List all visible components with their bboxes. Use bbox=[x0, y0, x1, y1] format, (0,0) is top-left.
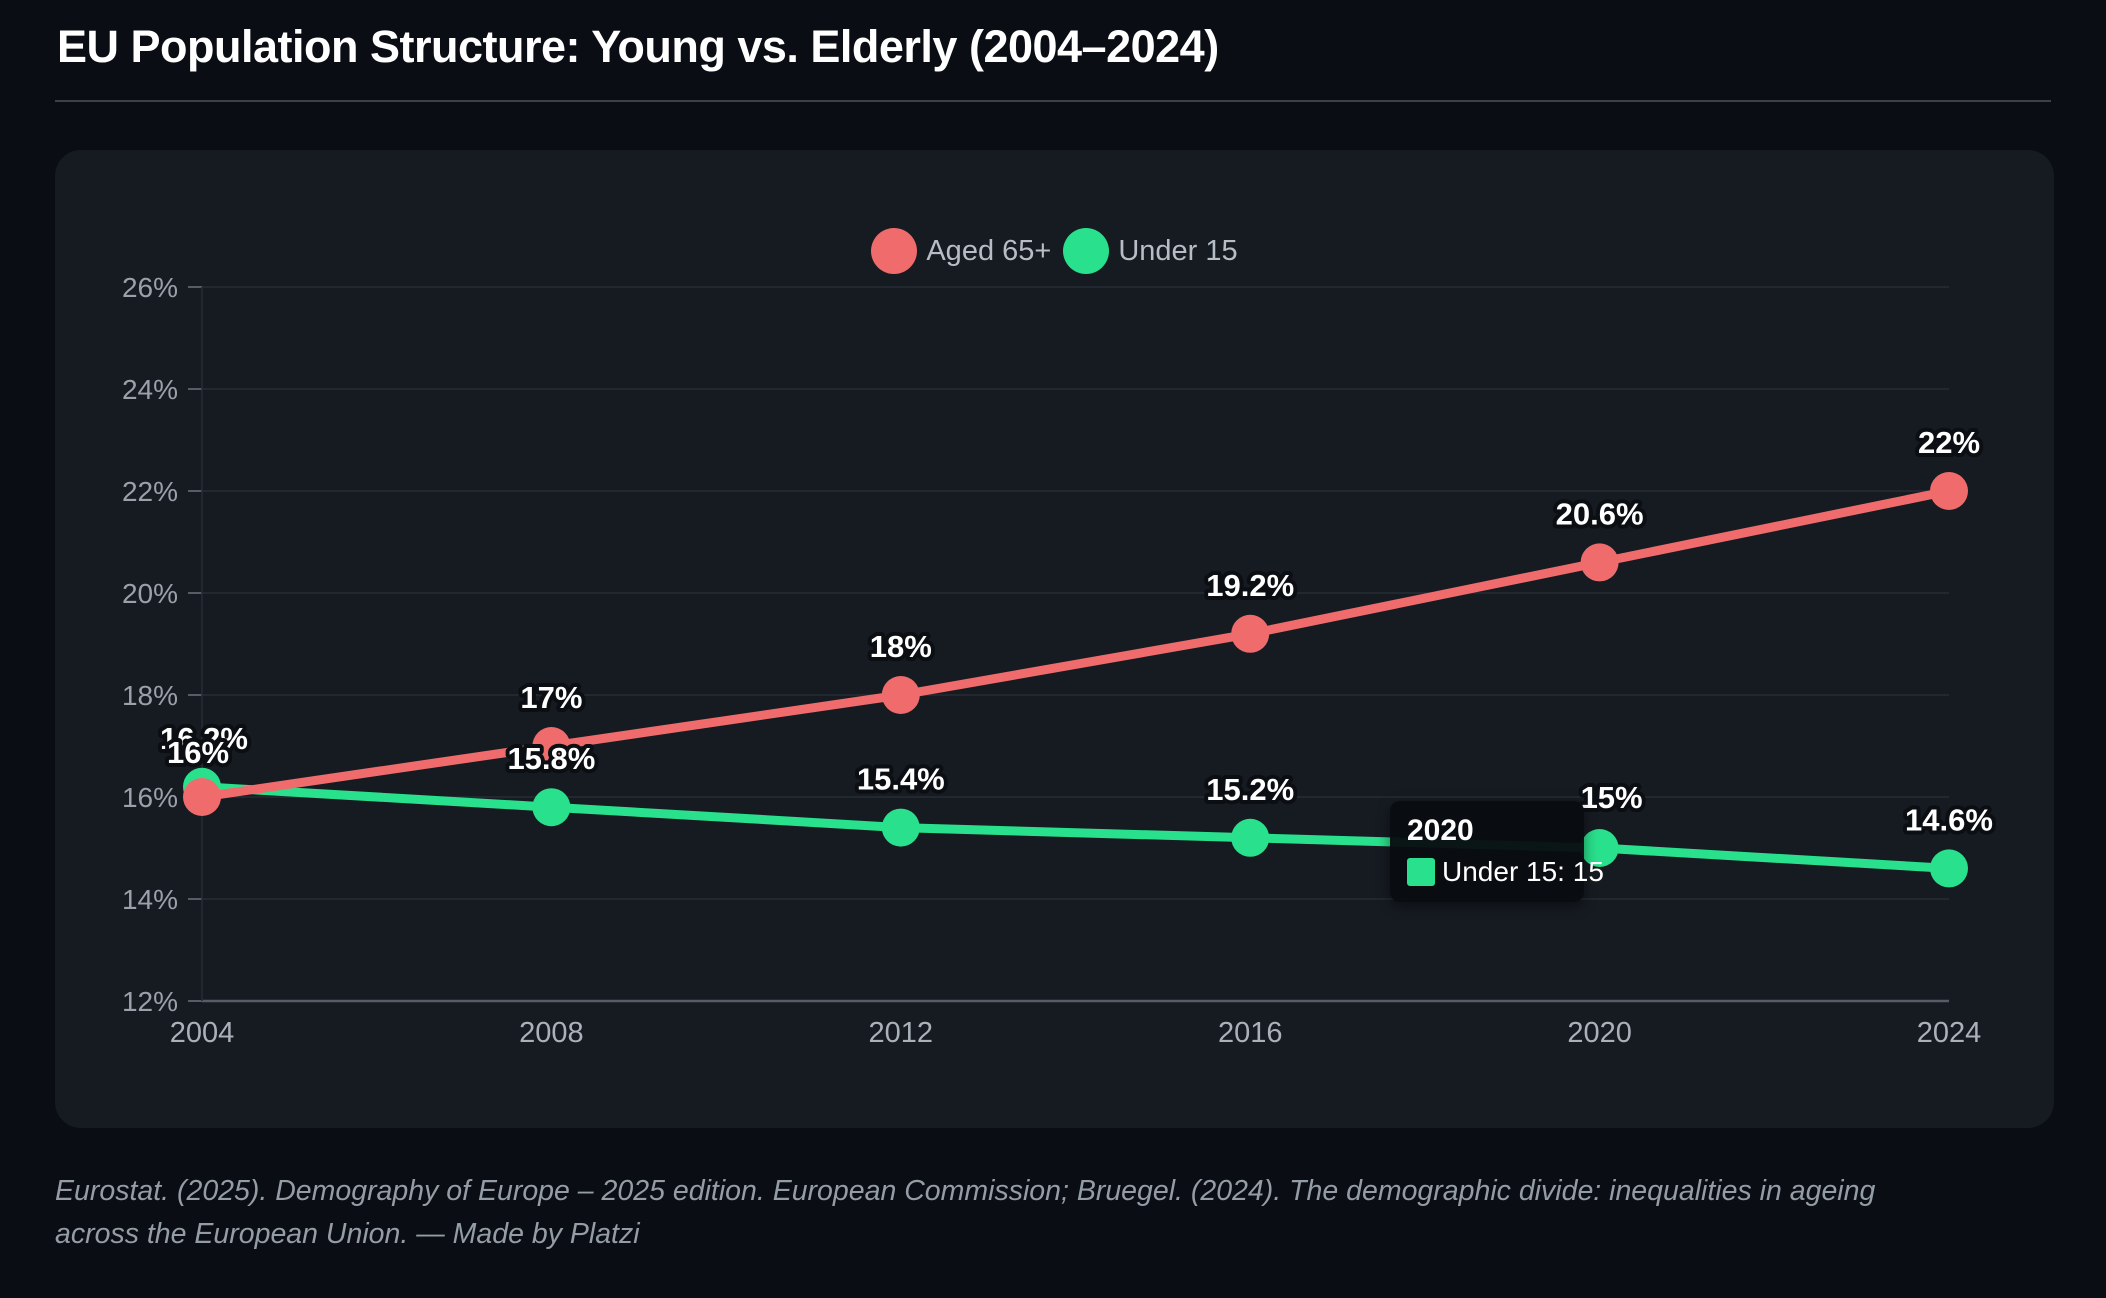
tooltip-series-swatch bbox=[1407, 857, 1435, 886]
data-point[interactable] bbox=[1580, 543, 1619, 582]
y-axis-label: 22% bbox=[122, 476, 178, 507]
data-label: 20.6% bbox=[1556, 496, 1644, 531]
data-point[interactable] bbox=[881, 676, 920, 714]
y-axis-label: 20% bbox=[122, 578, 178, 609]
data-label: 15% bbox=[1581, 780, 1643, 815]
legend-item-under-15[interactable]: Under 15 bbox=[1063, 228, 1238, 274]
data-point[interactable] bbox=[1930, 849, 1968, 888]
y-axis-label: 18% bbox=[122, 680, 178, 711]
data-label: 14.6% bbox=[1905, 802, 1993, 837]
data-label: 15.2% bbox=[1206, 772, 1294, 807]
line-chart[interactable]: 12% 14% 16% 18% 20% 22% 24% 26% 2004 2008 2012 2016… bbox=[55, 150, 2054, 1128]
y-axis-label: 16% bbox=[122, 782, 178, 813]
tooltip-row: Under 15: 15 bbox=[1407, 856, 1604, 888]
data-point[interactable] bbox=[881, 808, 920, 847]
data-label: 15.4% bbox=[857, 762, 945, 797]
page-title: EU Population Structure: Young vs. Elder… bbox=[57, 21, 1219, 72]
data-point[interactable] bbox=[1580, 829, 1619, 867]
legend-item-aged-65-[interactable]: Aged 65+ bbox=[871, 228, 1051, 274]
legend-dot bbox=[871, 228, 918, 274]
chart-legend: Aged 65+ Under 15 bbox=[55, 228, 2054, 274]
data-label: 18% bbox=[870, 629, 932, 664]
legend-dot bbox=[1063, 228, 1110, 274]
x-axis-label: 2024 bbox=[1917, 1017, 1982, 1049]
data-point[interactable] bbox=[532, 727, 571, 765]
data-point[interactable] bbox=[1930, 472, 1968, 510]
data-label: 16% bbox=[167, 735, 229, 770]
x-axis-label: 2020 bbox=[1567, 1017, 1632, 1049]
x-axis-label: 2004 bbox=[170, 1017, 235, 1049]
legend-label: Aged 65+ bbox=[926, 234, 1052, 267]
data-point[interactable] bbox=[532, 788, 571, 827]
y-axis-label: 12% bbox=[122, 986, 178, 1017]
y-axis-label: 24% bbox=[122, 374, 178, 405]
x-axis-label: 2008 bbox=[519, 1017, 584, 1049]
data-label: 22% bbox=[1918, 425, 1980, 460]
tooltip-series-label: Under 15: 15 bbox=[1442, 855, 1604, 887]
data-point[interactable] bbox=[1231, 818, 1270, 857]
series-line-under-15 bbox=[197, 782, 1954, 873]
data-point[interactable] bbox=[1231, 614, 1270, 653]
y-axis-label: 26% bbox=[122, 272, 178, 303]
tooltip-title: 2020 bbox=[1407, 814, 1474, 847]
series-line-aged-65- bbox=[197, 486, 1954, 802]
chart-tooltip: 2020 Under 15: 15 bbox=[1390, 801, 1604, 903]
data-label: 15.8% bbox=[507, 741, 595, 776]
page: EU Population Structure: Young vs. Elder… bbox=[55, 21, 2054, 1251]
title-divider bbox=[55, 100, 2051, 102]
y-axis-label: 14% bbox=[122, 884, 178, 915]
x-axis-label: 2012 bbox=[869, 1017, 934, 1049]
x-axis-label: 2016 bbox=[1218, 1017, 1283, 1049]
data-label: 16.2% bbox=[160, 721, 248, 756]
chart-card: Aged 65+ Under 15 12% 14% 16% 18% 20% 22% 24% 26… bbox=[55, 150, 2054, 1128]
data-label: 19.2% bbox=[1206, 568, 1294, 603]
data-label: 17% bbox=[520, 680, 582, 715]
legend-label: Under 15 bbox=[1118, 234, 1238, 267]
source-note: Eurostat. (2025). Demography of Europe –… bbox=[55, 1175, 1876, 1251]
data-point[interactable] bbox=[183, 778, 221, 816]
